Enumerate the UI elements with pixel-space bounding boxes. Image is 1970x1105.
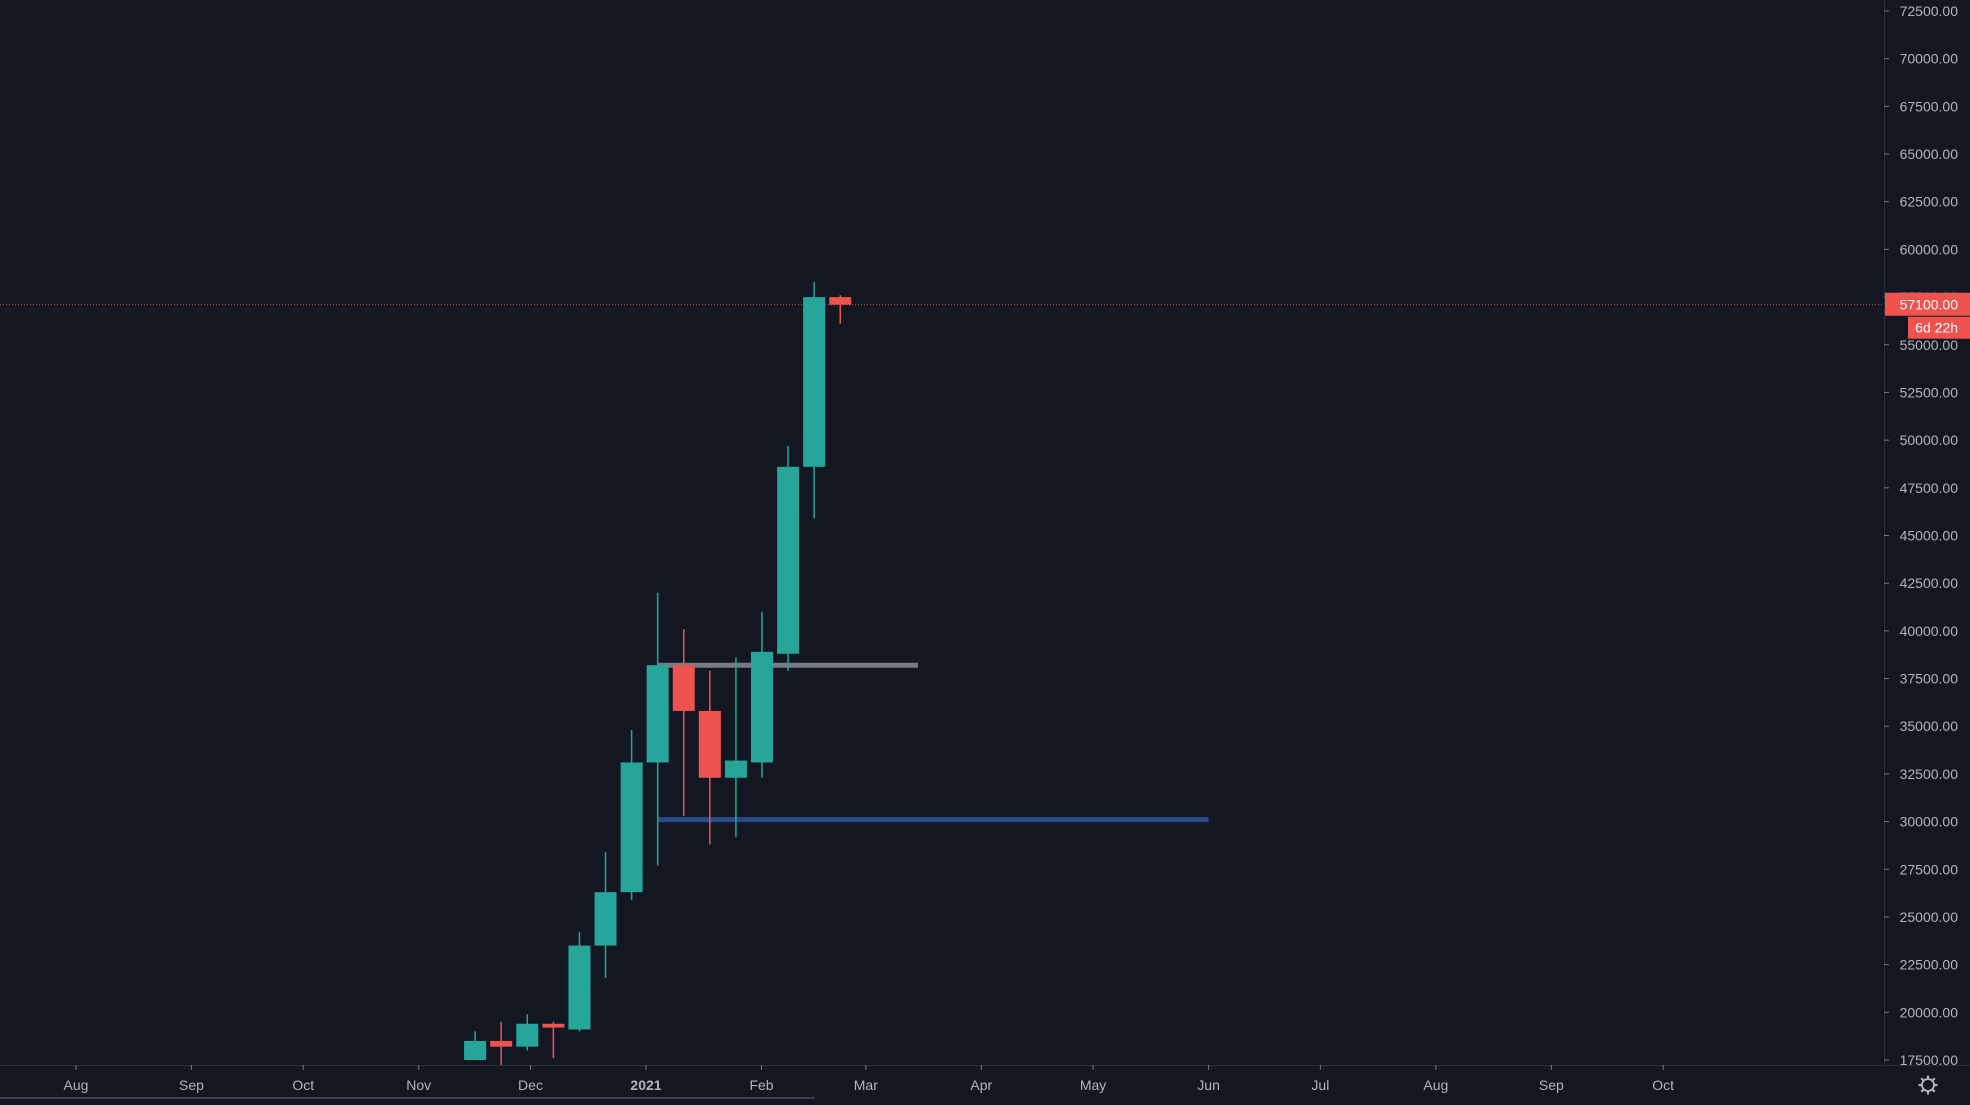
price-tick-label: 55000.00 xyxy=(1900,337,1959,353)
time-tick-label: 2021 xyxy=(630,1077,661,1093)
countdown-badge xyxy=(1908,316,1970,339)
price-overlay: 57100.00 6d 22h xyxy=(0,292,1970,1099)
time-tick-label: Jul xyxy=(1311,1077,1329,1093)
candle-body[interactable] xyxy=(724,760,747,778)
candle-body[interactable] xyxy=(568,945,591,1030)
price-axis[interactable]: 72500.00 70000.00 67500.00 65000.00 62500.00… xyxy=(1884,0,1958,1068)
price-tick-label: 47500.00 xyxy=(1900,480,1959,496)
price-tick-label: 67500.00 xyxy=(1900,98,1959,114)
time-tick-label: Jun xyxy=(1197,1077,1220,1093)
time-tick-label: Mar xyxy=(854,1077,878,1093)
price-tick-label: 70000.00 xyxy=(1900,51,1959,67)
candle-body[interactable] xyxy=(829,297,852,305)
time-tick-label: Nov xyxy=(406,1077,431,1093)
gear-icon[interactable] xyxy=(1918,1075,1938,1095)
time-tick-label: Feb xyxy=(749,1077,773,1093)
price-tick-label: 62500.00 xyxy=(1900,194,1959,210)
time-tick-label: Sep xyxy=(179,1077,204,1093)
candle-body[interactable] xyxy=(464,1040,487,1060)
price-tick-label: 20000.00 xyxy=(1900,1004,1959,1020)
candle-body[interactable] xyxy=(490,1040,513,1047)
price-tick-label: 45000.00 xyxy=(1900,528,1959,544)
price-tick-label: 25000.00 xyxy=(1900,909,1959,925)
candle-body[interactable] xyxy=(777,466,800,654)
last-price-label: 57100.00 xyxy=(1900,297,1959,313)
price-tick-label: 72500.00 xyxy=(1900,3,1959,19)
candle-body[interactable] xyxy=(751,651,773,763)
time-tick-label: Aug xyxy=(63,1077,88,1093)
candle-body[interactable] xyxy=(803,297,826,467)
price-tick-label: 27500.00 xyxy=(1900,861,1959,877)
candle-body[interactable] xyxy=(620,762,643,893)
time-tick-label: Sep xyxy=(1539,1077,1564,1093)
countdown-label: 6d 22h xyxy=(1915,320,1958,336)
time-tick-label: Dec xyxy=(518,1077,543,1093)
price-tick-label: 42500.00 xyxy=(1900,575,1959,591)
time-tick-label: Oct xyxy=(1652,1077,1674,1093)
price-tick-label: 37500.00 xyxy=(1900,671,1959,687)
candle-body[interactable] xyxy=(594,892,617,946)
price-tick-label: 17500.00 xyxy=(1900,1052,1959,1068)
price-tick-label: 52500.00 xyxy=(1900,384,1959,400)
price-tick-label: 65000.00 xyxy=(1900,146,1959,162)
time-tick-label: Aug xyxy=(1423,1077,1448,1093)
last-price-badge xyxy=(1885,292,1970,316)
candle-body[interactable] xyxy=(698,710,721,778)
price-tick-label: 60000.00 xyxy=(1900,241,1959,257)
price-tick-label: 50000.00 xyxy=(1900,432,1959,448)
price-tick-label: 35000.00 xyxy=(1900,718,1959,734)
time-tick-label: Apr xyxy=(970,1077,992,1093)
time-tick-label: May xyxy=(1080,1077,1106,1093)
candle-body[interactable] xyxy=(672,665,695,711)
price-tick-label: 30000.00 xyxy=(1900,814,1959,830)
candle-body[interactable] xyxy=(542,1023,565,1028)
time-tick-label: Oct xyxy=(292,1077,314,1093)
time-axis[interactable]: Aug Sep Oct Nov Dec 2021 Feb Mar Apr May Jun Jul Aug… xyxy=(0,1065,1970,1093)
plot-area[interactable] xyxy=(0,281,1884,1079)
candle-body[interactable] xyxy=(516,1023,539,1047)
price-tick-label: 32500.00 xyxy=(1900,766,1959,782)
gear-ring xyxy=(1921,1078,1935,1092)
price-tick-label: 22500.00 xyxy=(1900,957,1959,973)
price-tick-label: 40000.00 xyxy=(1900,623,1959,639)
candle-body[interactable] xyxy=(646,665,669,763)
